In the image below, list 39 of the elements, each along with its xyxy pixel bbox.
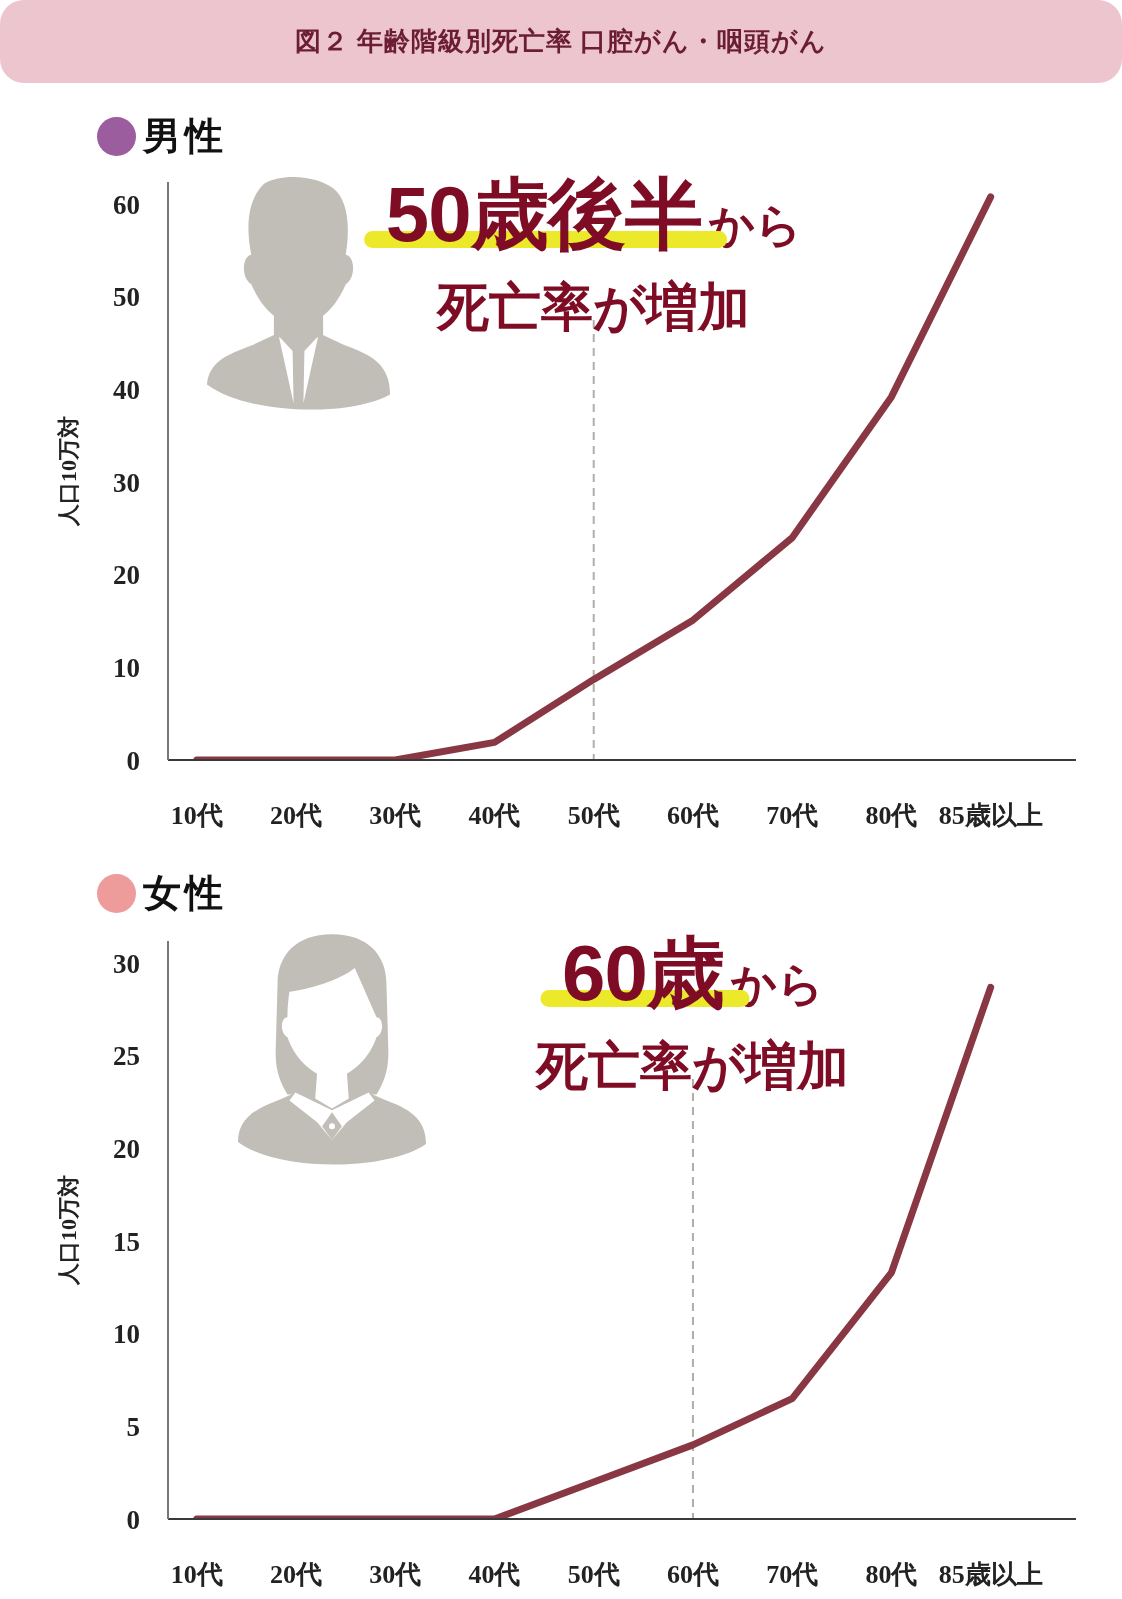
y-tick-label: 0 [126, 745, 140, 776]
x-tick-label: 30代 [369, 1560, 422, 1590]
y-tick-label: 30 [113, 467, 140, 498]
y-axis-title: 人口10万対 [55, 1175, 82, 1285]
chart-subtitle: 女性 [143, 870, 227, 916]
y-tick-label: 25 [113, 1041, 140, 1072]
y-tick-label: 0 [126, 1504, 140, 1535]
x-tick-label: 10代 [170, 801, 223, 831]
y-tick-label: 15 [113, 1226, 140, 1257]
y-tick-label: 40 [113, 375, 140, 406]
y-tick-label: 60 [113, 189, 140, 220]
y-tick-label: 30 [113, 948, 140, 979]
x-tick-label: 70代 [766, 1560, 819, 1590]
x-tick-label: 50代 [567, 1560, 620, 1590]
annotation: 死亡率が増加 [536, 1037, 850, 1095]
chart-title: 図２ 年齢階級別死亡率 口腔がん・咽頭がん [295, 26, 827, 58]
y-tick-label: 20 [113, 560, 140, 591]
x-tick-label: 40代 [468, 1560, 521, 1590]
x-tick-label: 80代 [865, 1560, 918, 1590]
x-tick-label: 20代 [270, 1560, 323, 1590]
y-tick-label: 50 [113, 282, 140, 313]
x-tick-label: 50代 [567, 801, 620, 831]
y-tick-label: 10 [113, 652, 140, 683]
x-tick-label: 10代 [170, 1560, 223, 1590]
x-tick-label: 85歳以上 [938, 801, 1043, 831]
x-tick-label: 60代 [666, 801, 719, 831]
y-tick-label: 10 [113, 1319, 140, 1350]
x-tick-label: 60代 [666, 1560, 719, 1590]
annotation: 死亡率が増加 [437, 278, 751, 336]
y-tick-label: 5 [126, 1411, 140, 1442]
x-tick-label: 70代 [766, 801, 819, 831]
x-tick-label: 85歳以上 [938, 1560, 1043, 1590]
x-tick-label: 80代 [865, 801, 918, 831]
x-tick-label: 30代 [369, 801, 422, 831]
chart-subtitle: 男性 [143, 113, 227, 159]
y-axis-title: 人口10万対 [55, 416, 82, 526]
x-tick-label: 20代 [270, 801, 323, 831]
y-tick-label: 20 [113, 1134, 140, 1165]
x-tick-label: 40代 [468, 801, 521, 831]
